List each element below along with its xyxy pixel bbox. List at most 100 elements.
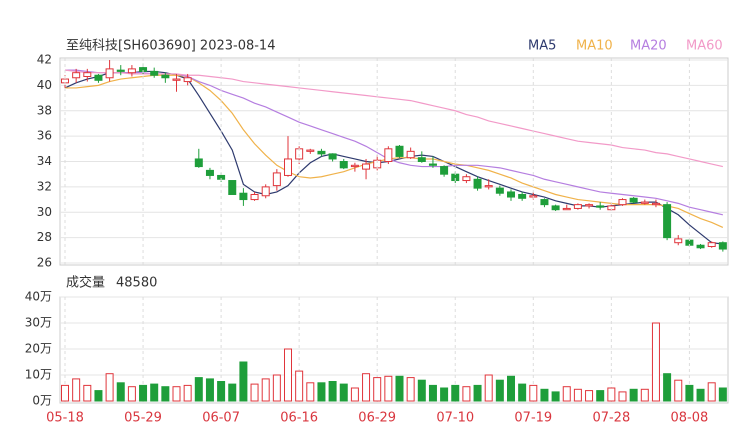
volume-bar: [217, 381, 226, 402]
candle-body: [663, 204, 672, 239]
volume-bar: [596, 390, 605, 402]
volume-bar: [339, 383, 348, 402]
volume-bar: [72, 378, 81, 402]
x-tick-label: 08-08: [671, 411, 709, 426]
volume-bar: [373, 377, 382, 402]
legend-entry: MA10: [576, 39, 613, 54]
candle-body: [518, 193, 527, 199]
volume-bar: [663, 373, 672, 402]
candle-body: [362, 163, 371, 170]
candle-body: [596, 205, 605, 208]
candle-body: [417, 157, 426, 163]
volume-bar: [495, 379, 504, 402]
volume-bar: [183, 384, 192, 402]
y-tick-label: 30: [37, 205, 52, 219]
volume-bar: [696, 388, 705, 402]
volume-bar: [540, 388, 549, 402]
volume-bar: [384, 375, 393, 402]
volume-bar: [250, 383, 259, 402]
volume-bar: [562, 386, 571, 402]
x-tick-label: 07-10: [436, 411, 474, 426]
candle-body: [183, 77, 192, 83]
candle-body: [573, 204, 582, 209]
volume-bar: [284, 348, 292, 402]
volume-bar: [194, 377, 203, 402]
candle-body: [228, 180, 237, 195]
volume-bar: [116, 382, 125, 402]
candle-body: [585, 204, 594, 207]
volume-bar: [473, 384, 482, 402]
volume-bar: [507, 375, 515, 402]
candle-body: [116, 69, 125, 72]
volume-bar: [640, 388, 649, 402]
candle-body: [284, 158, 292, 176]
candle-body: [272, 172, 281, 187]
volume-title: 成交量: [66, 275, 105, 291]
candle-body: [440, 166, 449, 175]
volume-bar: [484, 374, 493, 402]
volume-bar: [172, 386, 181, 402]
y-tick-label: 42: [37, 53, 52, 67]
volume-bar: [607, 387, 616, 402]
candle-body: [707, 242, 716, 248]
volume-bar: [629, 388, 638, 402]
y-tick-label: 0万: [32, 394, 52, 408]
candle-body: [317, 150, 326, 155]
volume-bar: [440, 387, 449, 402]
legend-entry: MA20: [630, 39, 667, 54]
y-tick-label: 26: [37, 256, 52, 270]
candle-body: [105, 68, 114, 79]
x-tick-label: 07-28: [592, 411, 630, 426]
candle-body: [161, 74, 170, 79]
y-tick-label: 34: [37, 154, 52, 168]
candle-body: [473, 178, 482, 189]
candle-body: [350, 164, 359, 168]
volume-bar: [551, 391, 560, 402]
candle-body: [127, 68, 136, 74]
volume-bar: [61, 384, 69, 402]
volume-bar: [618, 391, 627, 402]
volume-bar: [295, 370, 304, 402]
candle-body: [306, 149, 315, 152]
y-tick-label: 10万: [25, 368, 52, 382]
volume-bar: [350, 387, 359, 402]
volume-bar: [395, 375, 404, 402]
volume-bar: [362, 373, 371, 402]
candle-body: [395, 145, 404, 157]
y-tick-label: 36: [37, 129, 52, 143]
volume-bar: [328, 381, 337, 402]
volume-bar: [573, 388, 582, 402]
candle-body: [507, 191, 515, 198]
candle-body: [495, 187, 504, 194]
volume-bar: [127, 386, 136, 402]
candle-body: [484, 185, 493, 188]
volume-bar: [272, 374, 281, 402]
chart-title: 至纯科技[SH603690] 2023-08-14: [66, 39, 275, 54]
volume-bar: [228, 383, 237, 402]
y-tick-label: 40: [37, 78, 52, 92]
volume-bar: [518, 383, 527, 402]
y-tick-label: 28: [37, 230, 52, 244]
candle-body: [696, 244, 705, 249]
volume-bar: [105, 373, 114, 402]
volume-bar: [205, 378, 214, 402]
candle-body: [150, 70, 159, 76]
volume-bar: [585, 390, 594, 402]
volume-frame: [59, 296, 729, 404]
y-tick-label: 38: [37, 103, 52, 117]
volume-bar: [462, 386, 471, 402]
candle-body: [250, 193, 259, 201]
ma-line: [65, 69, 723, 216]
volume-bar: [317, 382, 326, 402]
candle-body: [194, 158, 203, 168]
ma-line: [64, 69, 723, 168]
y-tick-label: 20万: [25, 342, 52, 356]
candle-body: [239, 192, 248, 201]
legend-entry: MA5: [528, 39, 556, 54]
ma-line: [65, 74, 724, 229]
volume-bar: [451, 384, 460, 402]
candle-body: [629, 197, 638, 203]
ma-line: [64, 70, 723, 245]
candle-body: [328, 153, 337, 160]
candle-body: [339, 161, 348, 169]
